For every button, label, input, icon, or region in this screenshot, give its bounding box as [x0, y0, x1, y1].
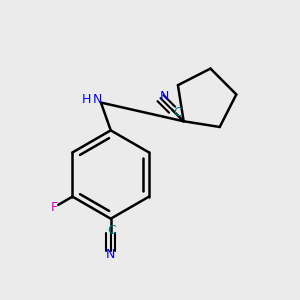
- Text: C: C: [107, 224, 116, 237]
- Text: N: N: [160, 90, 169, 103]
- Text: H: H: [82, 93, 91, 106]
- Text: C: C: [174, 106, 182, 119]
- Text: F: F: [50, 201, 58, 214]
- Text: N: N: [106, 248, 116, 261]
- Text: N: N: [92, 93, 102, 106]
